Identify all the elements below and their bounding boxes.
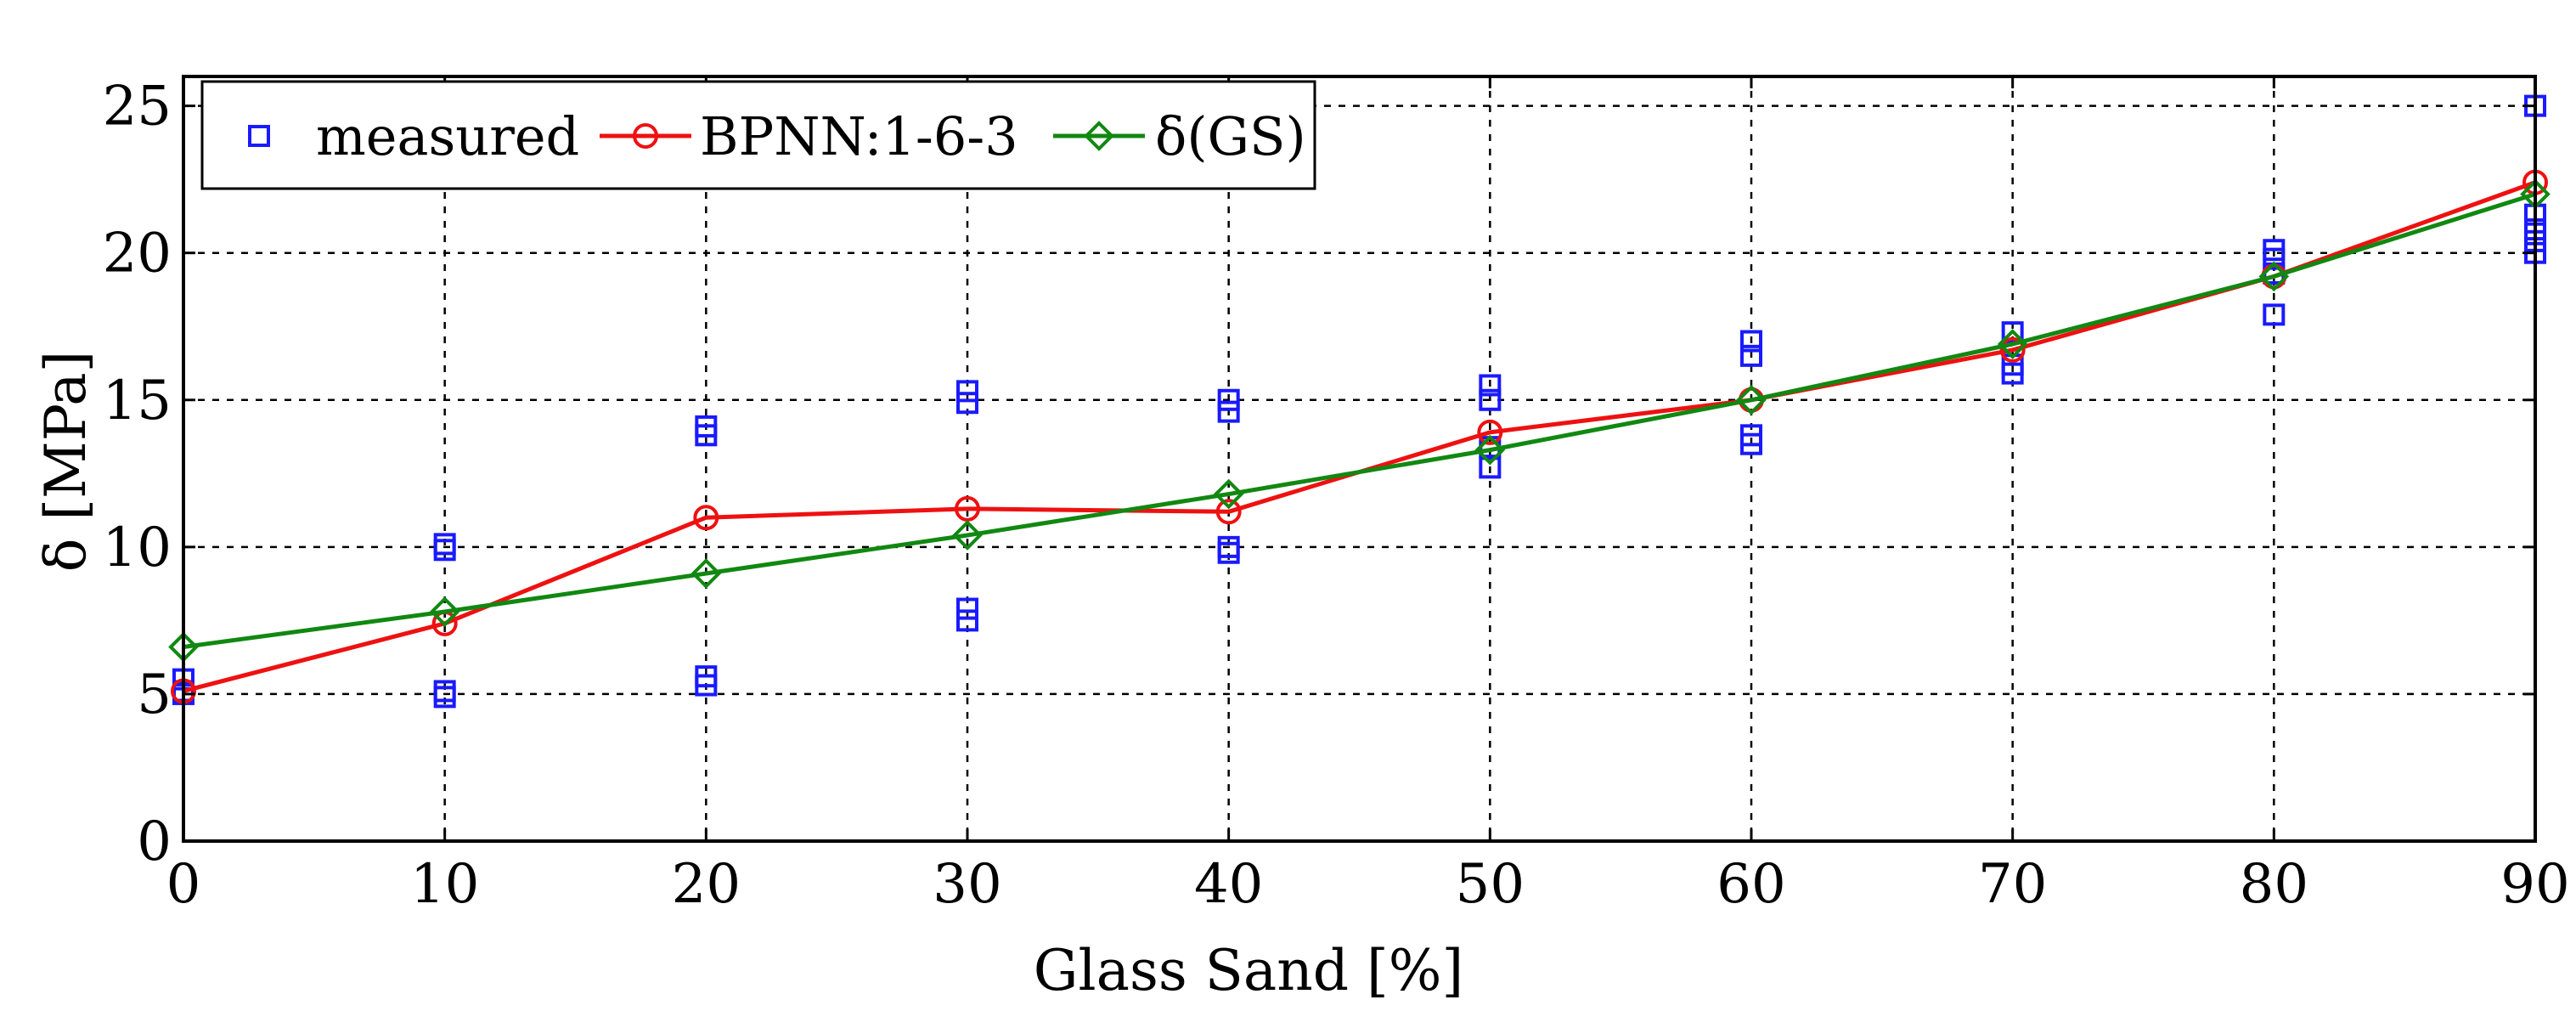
data-point-bpnn — [1215, 499, 1242, 525]
data-point-measured — [1740, 424, 1762, 447]
x-tick-label: 10 — [410, 853, 479, 916]
y-axis-label: δ [MPa] — [33, 351, 99, 573]
data-point-measured — [956, 597, 978, 620]
data-point-measured — [1217, 400, 1240, 423]
data-point-delta-gs — [2258, 261, 2290, 292]
x-tick-label: 80 — [2240, 853, 2308, 916]
x-tick-label: 70 — [1978, 853, 2047, 916]
legend-marker-delta-gs — [1084, 121, 1114, 151]
data-point-measured — [1217, 535, 1240, 558]
data-point-measured — [1740, 330, 1762, 353]
data-point-measured — [695, 665, 718, 688]
data-point-measured — [1479, 374, 1502, 397]
y-tick-label: 25 — [103, 76, 172, 138]
data-point-delta-gs — [429, 596, 460, 627]
data-point-delta-gs — [691, 558, 722, 589]
data-point-bpnn — [1477, 419, 1503, 445]
data-point-measured — [956, 609, 978, 632]
data-point-bpnn — [693, 505, 719, 531]
series-delta-gs — [168, 178, 2551, 663]
y-tick-label: 20 — [103, 223, 172, 285]
x-tick-label: 0 — [166, 853, 201, 916]
x-tick-label: 90 — [2500, 853, 2569, 916]
x-tick-label: 50 — [1456, 853, 1525, 916]
data-point-measured — [956, 380, 978, 403]
data-point-delta-gs — [1474, 434, 1506, 466]
data-point-delta-gs — [1213, 478, 1244, 510]
x-axis-label: Glass Sand [%] — [1034, 938, 1463, 1003]
data-point-measured — [1740, 344, 1762, 367]
data-point-measured — [695, 415, 718, 438]
y-tick-label: 10 — [103, 517, 172, 579]
legend-label-delta-gs: δ(GS) — [1155, 105, 1306, 167]
data-point-delta-gs — [1736, 384, 1767, 415]
data-point-measured — [433, 680, 456, 703]
data-point-measured — [2263, 239, 2286, 262]
axis-ticks: 0 10 20 30 40 50 60 70 80 90 0 5 10 15 20 25 — [103, 76, 2570, 916]
x-tick-label: 40 — [1194, 853, 1263, 916]
y-tick-label: 0 — [137, 811, 172, 873]
data-point-bpnn — [1999, 336, 2026, 363]
y-tick-label: 15 — [103, 370, 172, 432]
data-point-measured — [1479, 456, 1502, 479]
legend: measured BPNN:1-6-3 δ(GS) — [200, 80, 1316, 190]
legend-marker-bpnn — [633, 123, 658, 149]
data-point-measured — [956, 392, 978, 415]
data-point-measured — [2001, 321, 2024, 344]
legend-marker-measured — [248, 125, 270, 147]
data-point-delta-gs — [1997, 329, 2028, 359]
data-point-measured — [1479, 388, 1502, 411]
legend-label-bpnn: BPNN:1-6-3 — [700, 105, 1018, 167]
legend-label-measured: measured — [316, 105, 579, 167]
y-tick-label: 5 — [137, 664, 172, 726]
plot-frame — [182, 75, 2537, 843]
data-point-measured — [1217, 388, 1240, 411]
x-tick-label: 20 — [672, 853, 741, 916]
x-tick-label: 60 — [1716, 853, 1785, 916]
data-point-measured — [2263, 303, 2286, 326]
x-tick-label: 30 — [933, 853, 1001, 916]
series-line-delta-gs — [183, 192, 2536, 650]
data-point-bpnn — [955, 495, 980, 522]
data-point-measured — [433, 533, 456, 556]
data-point-delta-gs — [952, 520, 983, 551]
